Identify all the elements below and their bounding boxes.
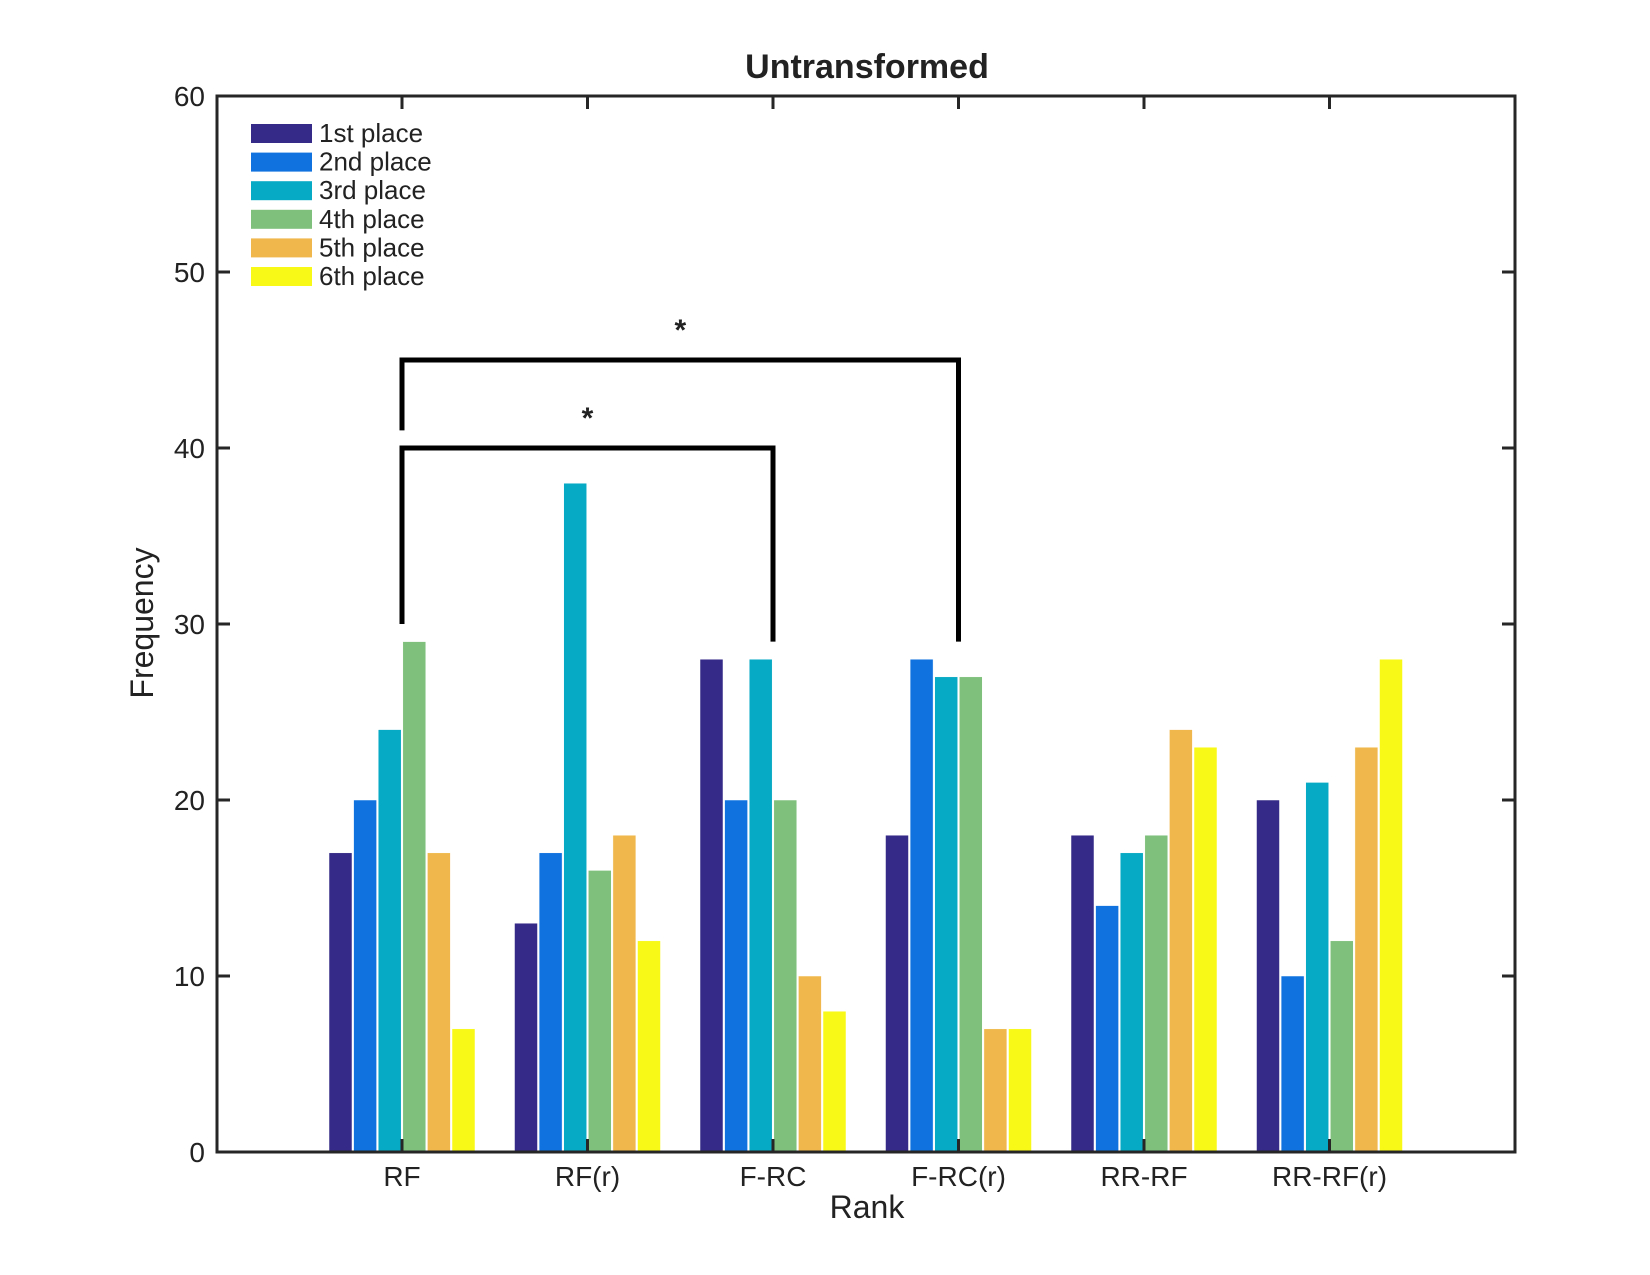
bar-RR-RF(r)-6 [1379, 658, 1403, 1153]
legend-label-1: 1st place [319, 118, 423, 148]
legend-label-5: 5th place [319, 232, 425, 262]
y-tick-label: 20 [174, 785, 205, 816]
bar-RF-4 [402, 641, 427, 1153]
bar-RF(r)-4 [588, 870, 612, 1153]
bar-RR-RF(r)-5 [1354, 746, 1379, 1153]
bar-RF-1 [328, 852, 353, 1153]
bar-RR-RF-5 [1169, 729, 1193, 1153]
x-axis-label: Rank [830, 1189, 906, 1225]
bar-RF-3 [377, 729, 402, 1153]
y-tick-label: 10 [174, 961, 205, 992]
significance-bracket-1 [399, 445, 776, 642]
bar-RF-2 [353, 799, 377, 1153]
bar-RR-RF(r)-4 [1330, 940, 1354, 1153]
bar-F-RC-5 [798, 975, 822, 1153]
bar-RF(r)-5 [612, 834, 637, 1153]
bar-RF-6 [451, 1028, 476, 1153]
legend-label-4: 4th place [319, 204, 425, 234]
bar-F-RC-4 [773, 799, 798, 1153]
legend-swatch-3 [251, 181, 312, 201]
legend-swatch-4 [251, 209, 312, 229]
legend-label-3: 3rd place [319, 175, 426, 205]
legend-label-6: 6th place [319, 261, 425, 291]
x-tick-label: F-RC(r) [911, 1161, 1006, 1192]
y-tick-label: 60 [174, 81, 205, 112]
bar-F-RC-2 [724, 799, 748, 1153]
bar-RF(r)-2 [538, 852, 563, 1153]
legend-label-2: 2nd place [319, 147, 432, 177]
bar-F-RC(r)-2 [909, 658, 934, 1153]
y-tick-label: 50 [174, 257, 205, 288]
bars-group [328, 482, 1403, 1153]
bar-F-RC(r)-1 [885, 834, 909, 1153]
bar-RR-RF-2 [1095, 905, 1119, 1153]
bar-RR-RF-1 [1070, 834, 1095, 1153]
bar-RF(r)-6 [637, 940, 661, 1153]
bar-RF(r)-1 [514, 922, 538, 1153]
legend-swatch-6 [251, 267, 312, 286]
y-tick-label: 0 [189, 1137, 205, 1168]
significance-label-2: * [674, 314, 686, 347]
x-tick-label: RF(r) [555, 1161, 620, 1192]
x-tick-label: RR-RF [1100, 1161, 1187, 1192]
legend-swatch-1 [251, 124, 312, 143]
y-axis-label: Frequency [124, 547, 160, 698]
bar-F-RC-1 [699, 658, 724, 1153]
y-tick-label: 30 [174, 609, 205, 640]
bar-F-RC(r)-4 [959, 676, 983, 1153]
significance-label-1: * [582, 402, 594, 435]
bar-RR-RF-4 [1144, 834, 1169, 1153]
bar-RF(r)-3 [563, 482, 587, 1153]
bar-RR-RF-3 [1119, 852, 1144, 1153]
bar-F-RC(r)-5 [983, 1028, 1008, 1153]
x-tick-label: RR-RF(r) [1272, 1161, 1387, 1192]
bar-RR-RF(r)-3 [1305, 782, 1329, 1153]
bar-RR-RF(r)-2 [1280, 975, 1305, 1153]
bar-RR-RF-6 [1193, 746, 1218, 1153]
chart-title: Untransformed [745, 48, 989, 86]
bar-RR-RF(r)-1 [1256, 799, 1280, 1153]
x-tick-label: RF [383, 1161, 420, 1192]
legend-swatch-5 [251, 238, 312, 258]
bar-F-RC-6 [822, 1010, 847, 1153]
legend-swatch-2 [251, 152, 312, 172]
bar-F-RC(r)-3 [934, 676, 958, 1153]
axes: 0 10 20 30 40 50 60 RF RF(r) F-RC F-RC(r) RR-RF RR-R… [174, 81, 1517, 1192]
significance-brackets: ** [399, 314, 961, 642]
bar-RF-5 [427, 852, 451, 1153]
bar-F-RC-3 [748, 658, 773, 1153]
y-tick-label: 40 [174, 433, 205, 464]
significance-bracket-2 [399, 357, 961, 642]
x-tick-label: F-RC [740, 1161, 807, 1192]
bar-F-RC(r)-6 [1008, 1028, 1032, 1153]
